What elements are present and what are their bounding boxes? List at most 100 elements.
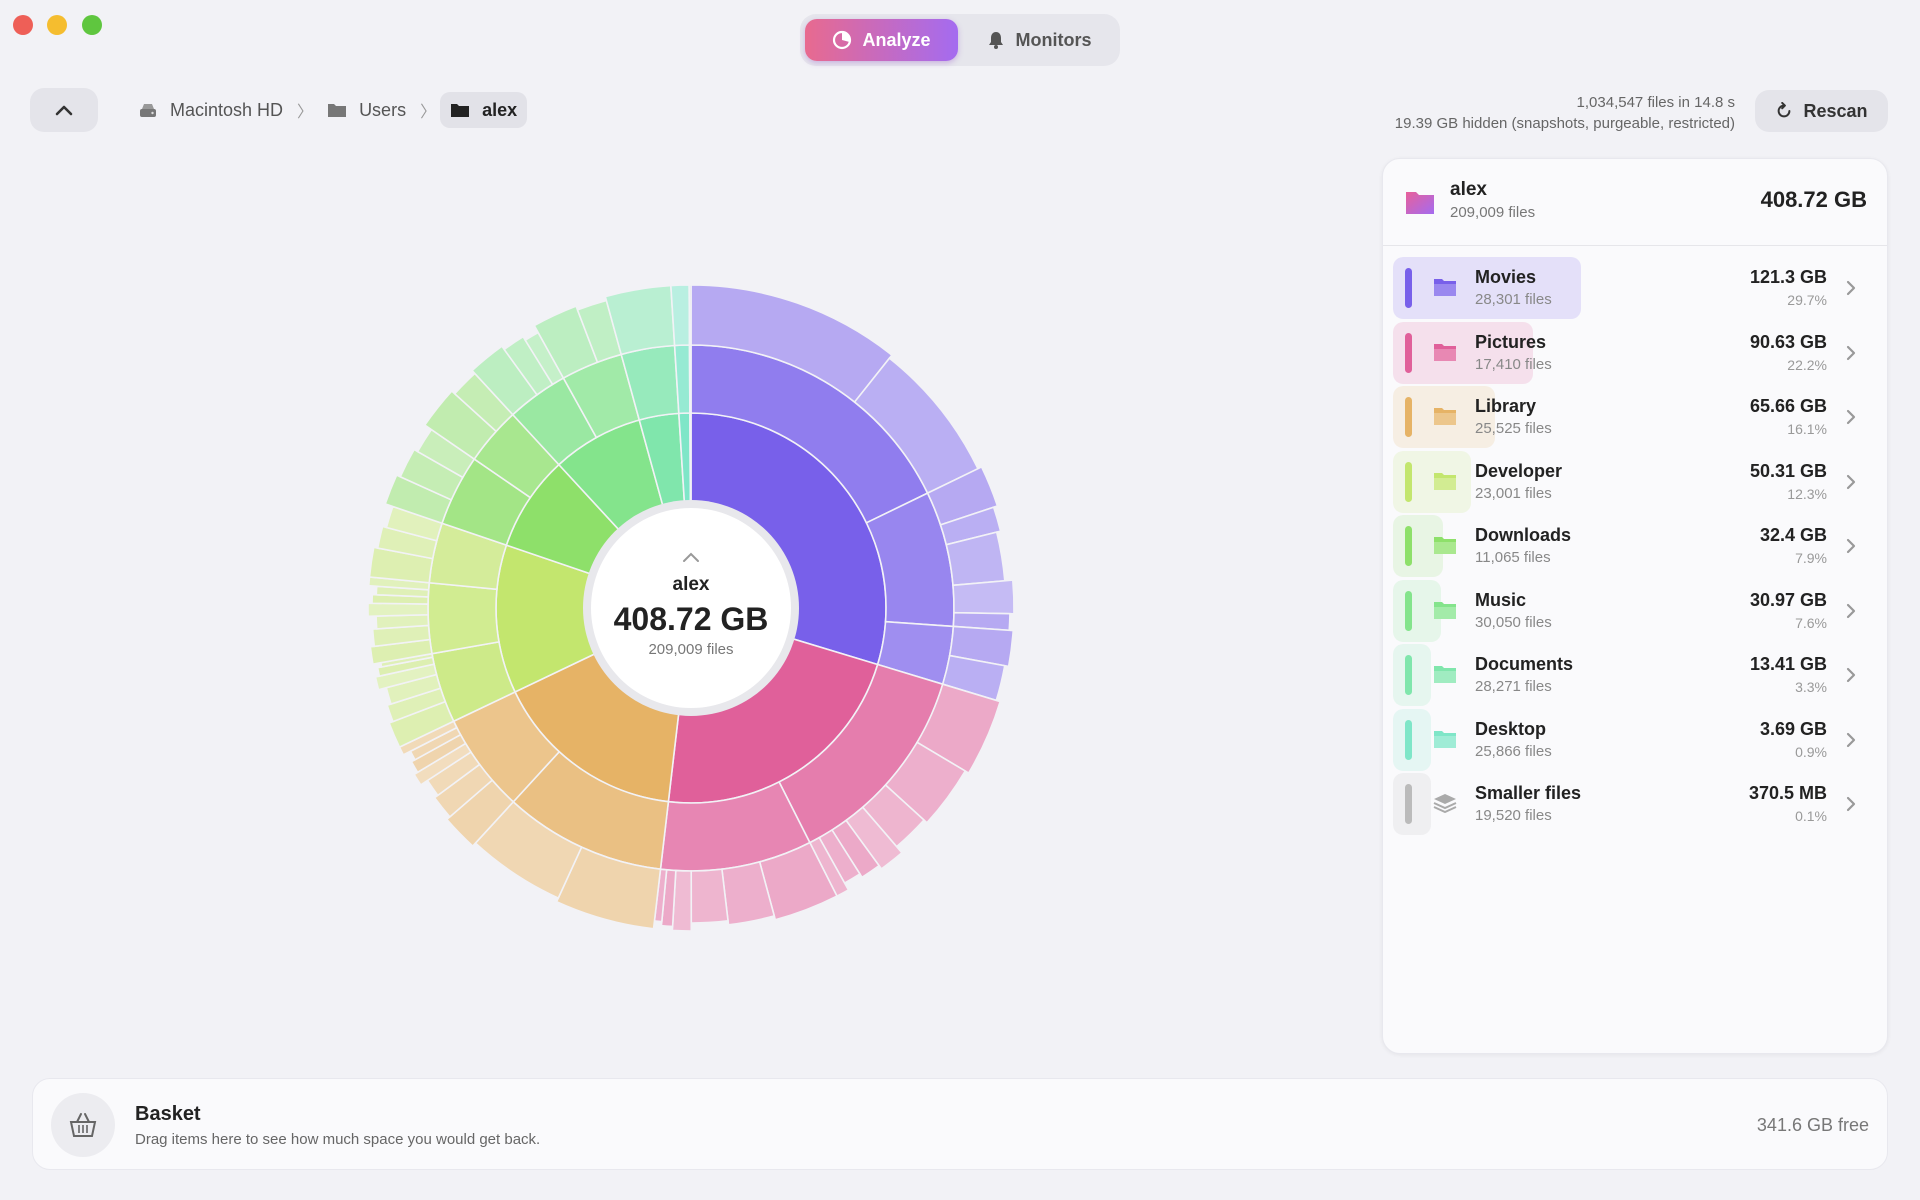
folder-files: 28,271 files: [1475, 678, 1552, 695]
folder-percent: 29.7%: [1787, 292, 1827, 308]
sunburst-leaf-segment[interactable]: [688, 284, 692, 346]
usage-fill: [1393, 773, 1431, 835]
close-window-button[interactable]: [13, 15, 33, 35]
basket-area[interactable]: Basket Drag items here to see how much s…: [32, 1078, 1888, 1170]
mode-switch: Analyze Monitors: [800, 14, 1120, 66]
folder-icon: [1434, 279, 1456, 296]
center-chevron-up-icon: [683, 552, 699, 562]
panel-folder-size: 408.72 GB: [1760, 187, 1867, 212]
usage-fill: [1393, 257, 1581, 319]
panel-header: alex 209,009 files 408.72 GB: [1383, 159, 1887, 246]
minimize-window-button[interactable]: [47, 15, 67, 35]
folder-name: Movies: [1475, 267, 1537, 287]
breadcrumb-macintosh-hd[interactable]: Macintosh HD: [128, 92, 293, 128]
basket-title: Basket: [135, 1103, 201, 1125]
chevron-right-icon[interactable]: [1845, 731, 1857, 749]
analyze-tab-label: Analyze: [862, 29, 931, 50]
color-bar: [1405, 526, 1412, 566]
folder-icon: [1434, 343, 1456, 361]
analyze-tab[interactable]: Analyze: [805, 19, 958, 61]
breadcrumb-alex[interactable]: alex: [440, 92, 528, 128]
color-bar: [1405, 655, 1412, 695]
folder-icon: [1434, 730, 1456, 748]
rescan-button[interactable]: Rescan: [1755, 90, 1888, 132]
pie-chart-icon: [833, 30, 852, 50]
center-disc[interactable]: [591, 508, 791, 708]
chevron-right-icon[interactable]: [1845, 473, 1857, 491]
folder-name: Downloads: [1475, 525, 1572, 545]
center-files: 209,009 files: [648, 641, 733, 658]
chevron-right-icon[interactable]: [1845, 344, 1857, 362]
folder-icon: [1434, 537, 1456, 554]
folder-size: 121.3 GB: [1749, 267, 1827, 287]
folder-icon: [1434, 472, 1456, 490]
folder-icon: [1406, 192, 1434, 214]
folder-size: 13.41 GB: [1749, 654, 1827, 674]
sunburst-subsegment[interactable]: [427, 581, 500, 655]
rescan-label: Rescan: [1803, 100, 1868, 121]
color-bar: [1405, 397, 1412, 437]
folder-name: Developer: [1475, 460, 1563, 481]
breadcrumb-label: Macintosh HD: [170, 99, 284, 120]
breadcrumb-users[interactable]: Users: [317, 92, 416, 128]
breadcrumb-separator: 〉: [297, 104, 314, 121]
folder-files: 19,520 files: [1475, 807, 1552, 824]
chevron-right-icon[interactable]: [1845, 602, 1857, 620]
chevron-right-icon[interactable]: [1845, 408, 1857, 426]
folder-row-pictures[interactable]: Pictures 17,410 files 90.63 GB 22.2%: [1393, 321, 1879, 384]
sunburst-leaf-segment[interactable]: [670, 284, 691, 347]
folder-row-developer[interactable]: Developer 23,001 files 50.31 GB 12.3%: [1393, 450, 1879, 513]
go-up-button[interactable]: [30, 88, 98, 132]
sunburst-leaf-segment[interactable]: [367, 602, 429, 618]
sunburst-chart: alex 408.72 GB 209,009 files: [367, 284, 1015, 932]
basket-icon: [51, 1093, 115, 1157]
color-bar: [1405, 719, 1412, 760]
folder-row-documents[interactable]: Documents 28,271 files 13.41 GB 3.3%: [1393, 644, 1879, 706]
folder-icon: [1434, 408, 1456, 425]
folder-files: 25,866 files: [1475, 742, 1552, 760]
folder-row-movies[interactable]: Movies 28,301 files 121.3 GB 29.7%: [1393, 257, 1879, 319]
scan-info: 1,034,547 files in 14.8 s 19.39 GB hidde…: [1395, 92, 1735, 134]
hidden-space-note: 19.39 GB hidden (snapshots, purgeable, r…: [1394, 115, 1735, 132]
folder-files: 23,001 files: [1475, 484, 1552, 502]
folder-size: 32.4 GB: [1759, 525, 1827, 545]
folder-icon: [451, 104, 470, 117]
folder-files: 28,301 files: [1475, 291, 1552, 308]
sunburst-leaf-segment[interactable]: [952, 579, 1015, 615]
color-bar: [1405, 268, 1412, 308]
basket-subtitle: Drag items here to see how much space yo…: [135, 1131, 541, 1148]
folder-row-library[interactable]: Library 25,525 files 65.66 GB 16.1%: [1393, 386, 1879, 448]
chevron-right-icon[interactable]: [1845, 537, 1857, 555]
usage-fill: [1393, 644, 1431, 706]
color-bar: [1405, 332, 1412, 373]
folder-name: Desktop: [1475, 718, 1547, 739]
folder-row-downloads[interactable]: Downloads 11,065 files 32.4 GB 7.9%: [1393, 515, 1879, 577]
disk-icon: [140, 104, 156, 117]
folder-row-smaller-files[interactable]: Smaller files 19,520 files 370.5 MB 0.1%: [1393, 773, 1879, 835]
folder-percent: 12.3%: [1787, 485, 1827, 502]
stack-icon: [1433, 794, 1457, 813]
folder-name: Library: [1475, 396, 1537, 416]
folder-percent: 22.2%: [1787, 356, 1827, 373]
folder-name: Music: [1475, 589, 1527, 610]
usage-fill: [1393, 708, 1431, 771]
sunburst-leaf-segment[interactable]: [690, 868, 729, 924]
sunburst-segment-smaller-files[interactable]: [689, 412, 692, 503]
scan-summary: 1,034,547 files in 14.8 s: [1576, 94, 1735, 111]
folder-row-music[interactable]: Music 30,050 files 30.97 GB 7.6%: [1393, 579, 1879, 642]
folder-percent: 0.9%: [1795, 743, 1827, 760]
folder-row-desktop[interactable]: Desktop 25,866 files 3.69 GB 0.9%: [1393, 708, 1879, 771]
breadcrumb-label: Users: [359, 99, 407, 120]
center-size: 408.72 GB: [614, 601, 769, 637]
folder-icon: [1434, 666, 1456, 683]
folder-percent: 3.3%: [1795, 679, 1827, 695]
folder-size: 50.31 GB: [1749, 460, 1827, 481]
color-bar: [1405, 784, 1412, 824]
monitors-tab[interactable]: Monitors: [962, 19, 1115, 61]
chevron-right-icon[interactable]: [1845, 279, 1857, 297]
color-bar: [1405, 590, 1412, 631]
zoom-window-button[interactable]: [82, 15, 102, 35]
chevron-right-icon[interactable]: [1845, 795, 1857, 813]
chevron-right-icon[interactable]: [1845, 666, 1857, 684]
sunburst-subsegment[interactable]: [688, 344, 692, 414]
